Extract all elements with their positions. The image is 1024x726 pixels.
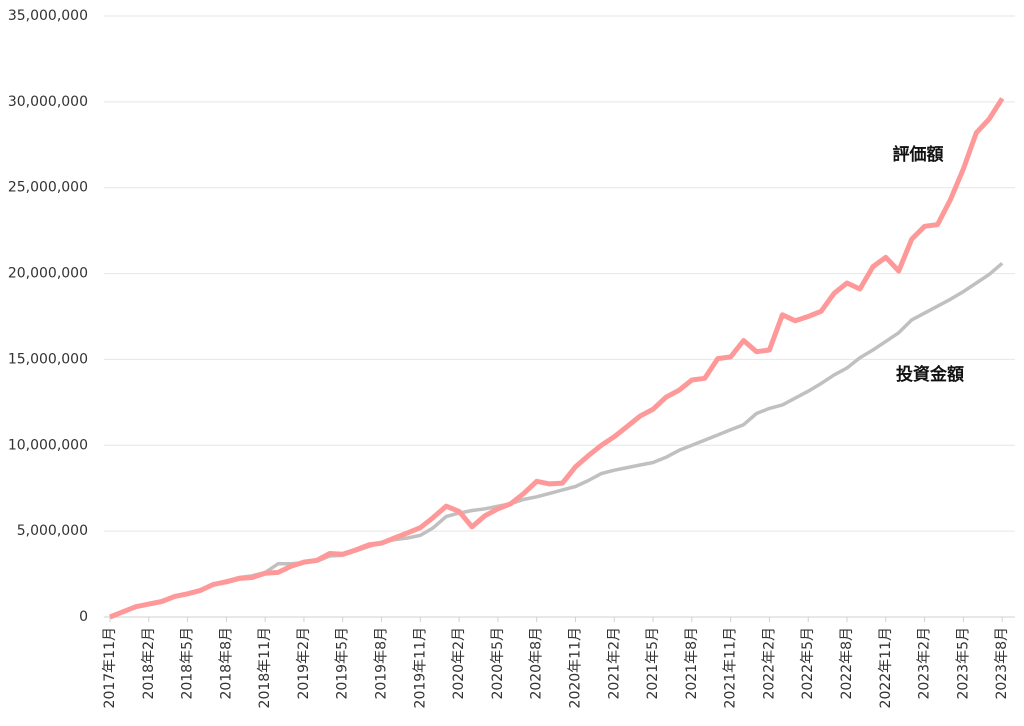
x-tick-label: 2021年11月: [723, 627, 739, 708]
series-line: [109, 261, 1004, 619]
x-tick-label: 2022年5月: [800, 627, 816, 700]
x-tick-label: 2023年5月: [955, 627, 971, 700]
x-tick-label: 2021年8月: [684, 627, 700, 700]
y-tick-label: 30,000,000: [8, 94, 88, 110]
x-tick-label: 2021年2月: [606, 627, 622, 700]
x-tick-label: 2018年5月: [180, 627, 196, 700]
y-tick-label: 5,000,000: [17, 523, 88, 539]
y-tick-label: 20,000,000: [8, 266, 88, 282]
x-tick-label: 2019年5月: [335, 627, 351, 700]
x-tick-label: 2018年2月: [141, 627, 157, 700]
x-tick-label: 2020年5月: [490, 627, 506, 700]
x-tick-label: 2021年5月: [645, 627, 661, 700]
x-tick-label: 2020年8月: [529, 627, 545, 700]
y-tick-label: 15,000,000: [8, 351, 88, 367]
x-tick-label: 2022年8月: [839, 627, 855, 700]
y-tick-label: 10,000,000: [8, 437, 88, 453]
y-tick-label: 25,000,000: [8, 180, 88, 196]
x-tick-label: 2020年2月: [451, 627, 467, 700]
x-tick-label: 2019年11月: [412, 627, 428, 708]
series-label: 投資金額: [896, 364, 964, 385]
x-tick-label: 2023年2月: [917, 627, 933, 700]
x-tick-label: 2023年8月: [994, 627, 1010, 700]
y-tick-label: 35,000,000: [8, 8, 88, 24]
x-tick-label: 2018年11月: [257, 627, 273, 708]
x-tick-label: 2019年8月: [374, 627, 390, 700]
x-tick-label: 2020年11月: [567, 627, 583, 708]
x-tick-label: 2017年11月: [102, 627, 118, 708]
series-label: 評価額: [893, 144, 944, 165]
y-tick-label: 0: [79, 609, 88, 625]
series-line: [109, 97, 1005, 620]
x-tick-label: 2018年8月: [218, 627, 234, 700]
x-tick-label: 2022年11月: [878, 627, 894, 708]
x-tick-label: 2022年2月: [761, 627, 777, 700]
x-tick-label: 2019年2月: [296, 627, 312, 700]
